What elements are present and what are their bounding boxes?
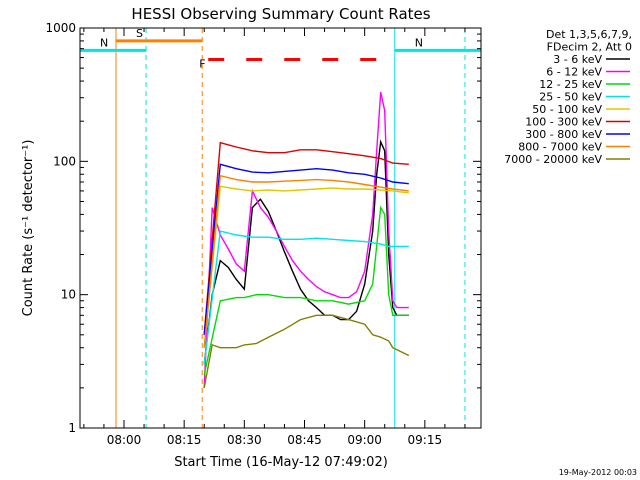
series-line [203, 314, 410, 389]
legend-entry-label: 300 - 800 keV [525, 128, 602, 141]
plot-area: S N N F [79, 27, 481, 428]
legend: Det 1,3,5,6,7,9,FDecim 2, Att 03 - 6 keV… [504, 28, 632, 166]
legend-entry-label: 800 - 7000 keV [518, 141, 602, 154]
x-tick-label: 09:00 [347, 433, 382, 447]
series-line [203, 230, 409, 365]
series-line [203, 205, 409, 376]
legend-entry-label: 7000 - 20000 keV [504, 153, 602, 166]
legend-header: Det 1,3,5,6,7,9, [546, 28, 632, 41]
y-tick-label: 10 [61, 288, 76, 302]
y-tick-label: 1 [68, 421, 76, 435]
flag-label: N [100, 36, 108, 49]
series-line [203, 185, 409, 348]
x-tick-label: 08:00 [107, 433, 142, 447]
series-line [203, 139, 409, 365]
legend-entry-label: 6 - 12 keV [546, 66, 602, 79]
legend-entry-label: 25 - 50 keV [539, 91, 602, 104]
x-tick-label: 08:15 [167, 433, 202, 447]
y-tick-label: 1000 [45, 21, 76, 35]
chart-title: HESSI Observing Summary Count Rates [131, 5, 430, 23]
legend-entry-label: 3 - 6 keV [553, 53, 602, 66]
timestamp: 19-May-2012 00:03 [559, 468, 637, 477]
series-line [203, 163, 409, 335]
legend-header: FDecim 2, Att 0 [547, 41, 632, 54]
series-line [203, 92, 409, 388]
series-line [203, 141, 409, 335]
x-tick-label: 08:30 [227, 433, 262, 447]
y-tick-label: 100 [53, 154, 76, 168]
x-tick-label: 09:15 [408, 433, 443, 447]
x-axis-label: Start Time (16-May-12 07:49:02) [174, 455, 388, 470]
series-line [203, 174, 409, 348]
flag-label: S [136, 27, 143, 40]
y-axis-label: Count Rate (s⁻¹ detector⁻¹) [21, 140, 36, 317]
plot-frame [79, 27, 482, 429]
y-axis: 1 10 100 1000 [45, 21, 481, 435]
legend-entry-label: 50 - 100 keV [532, 103, 602, 116]
x-axis: 08:00 08:15 08:30 08:45 09:00 09:15 [83, 28, 466, 447]
legend-entry-label: 100 - 300 keV [525, 116, 602, 129]
flag-label: N [415, 36, 423, 49]
legend-entry-label: 12 - 25 keV [539, 78, 602, 91]
x-tick-label: 08:45 [287, 433, 322, 447]
flag-label: F [199, 58, 205, 71]
